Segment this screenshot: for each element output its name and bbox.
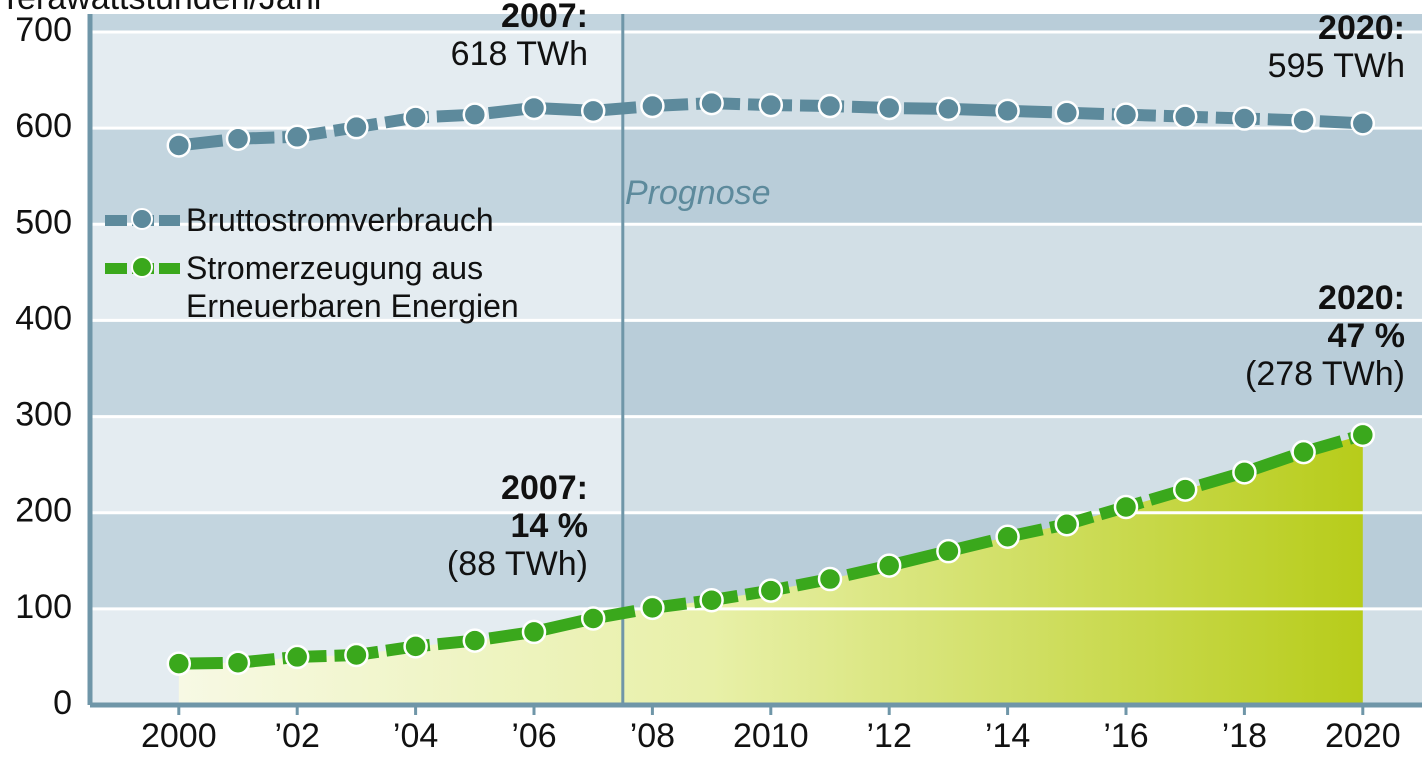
annotation: 2020: (1318, 279, 1405, 317)
point (166, 651, 192, 676)
point (225, 126, 251, 151)
point (284, 644, 310, 670)
point (225, 650, 251, 675)
point (344, 114, 369, 140)
point (876, 95, 902, 121)
point (1054, 100, 1080, 126)
point (995, 524, 1020, 549)
y-tick-label: 700 (15, 11, 72, 49)
band (90, 320, 1422, 417)
x-tick-label: ’16 (1103, 717, 1148, 755)
point (876, 553, 902, 578)
x-tick-label: ’04 (393, 717, 438, 755)
point (817, 93, 843, 119)
y-tick-label: 200 (15, 492, 72, 530)
point (1350, 111, 1376, 136)
x-tick-label: 2020 (1325, 717, 1401, 755)
legend-item: Bruttostromverbrauch (105, 201, 586, 239)
x-tick-label: ’08 (630, 717, 675, 755)
point (995, 98, 1020, 124)
point (817, 566, 843, 592)
point (640, 93, 665, 119)
point (344, 642, 369, 668)
legend-swatch (105, 201, 180, 237)
point (699, 587, 724, 613)
x-tick-label: ’02 (275, 717, 320, 755)
point (1232, 460, 1257, 485)
point (521, 95, 547, 121)
x-tick-label: 2000 (141, 717, 217, 755)
point (166, 133, 192, 158)
y-tick-label: 400 (15, 299, 72, 337)
y-axis-label: Terawattstunden/Jahr (0, 0, 325, 17)
point (699, 90, 724, 116)
point (462, 628, 488, 653)
x-tick-label: ’06 (511, 717, 556, 755)
band (90, 14, 1422, 32)
legend-label: Bruttostromverbrauch (186, 202, 494, 238)
y-tick-label: 500 (15, 203, 72, 241)
point (1172, 104, 1198, 129)
point (1172, 477, 1198, 502)
annotation: 14 % (511, 507, 589, 545)
annotation: (278 TWh) (1245, 355, 1405, 393)
point (758, 578, 784, 603)
point (462, 102, 488, 127)
point (521, 619, 547, 645)
x-tick-label: ’12 (867, 717, 912, 755)
annotation: 595 TWh (1268, 47, 1405, 85)
point (1350, 422, 1376, 448)
annotation: 2020: (1318, 9, 1405, 47)
point (1291, 108, 1316, 133)
forecast-label: Prognose (625, 174, 771, 212)
x-tick-label: ’14 (985, 717, 1030, 755)
point (1291, 439, 1316, 465)
annotation: 2007: (501, 0, 588, 35)
annotation: 47 % (1328, 317, 1406, 355)
point (936, 96, 961, 122)
area (178, 434, 1363, 705)
point (1054, 512, 1080, 537)
point (580, 606, 606, 631)
point (403, 634, 428, 659)
point (580, 98, 606, 124)
y-tick-label: 0 (53, 684, 72, 722)
legend-item: Stromerzeugung aus Erneuerbaren Energien (105, 249, 586, 325)
y-tick-label: 100 (15, 588, 72, 626)
y-tick-label: 600 (15, 107, 72, 145)
y-tick-label: 300 (15, 396, 72, 434)
point (758, 92, 784, 118)
x-tick-label: 2010 (733, 717, 809, 755)
point (640, 595, 665, 621)
point (936, 538, 961, 564)
annotation: 618 TWh (451, 35, 588, 73)
legend-label: Stromerzeugung aus Erneuerbaren Energien (186, 250, 519, 324)
point (403, 105, 428, 130)
annotation: (88 TWh) (447, 545, 588, 583)
point (284, 124, 310, 150)
point (1113, 494, 1139, 520)
point (1232, 106, 1257, 131)
band (90, 224, 1422, 321)
legend-swatch (105, 249, 180, 285)
annotation: 2007: (501, 469, 588, 507)
x-tick-label: ’18 (1222, 717, 1267, 755)
point (1113, 102, 1139, 127)
band (90, 128, 1422, 225)
